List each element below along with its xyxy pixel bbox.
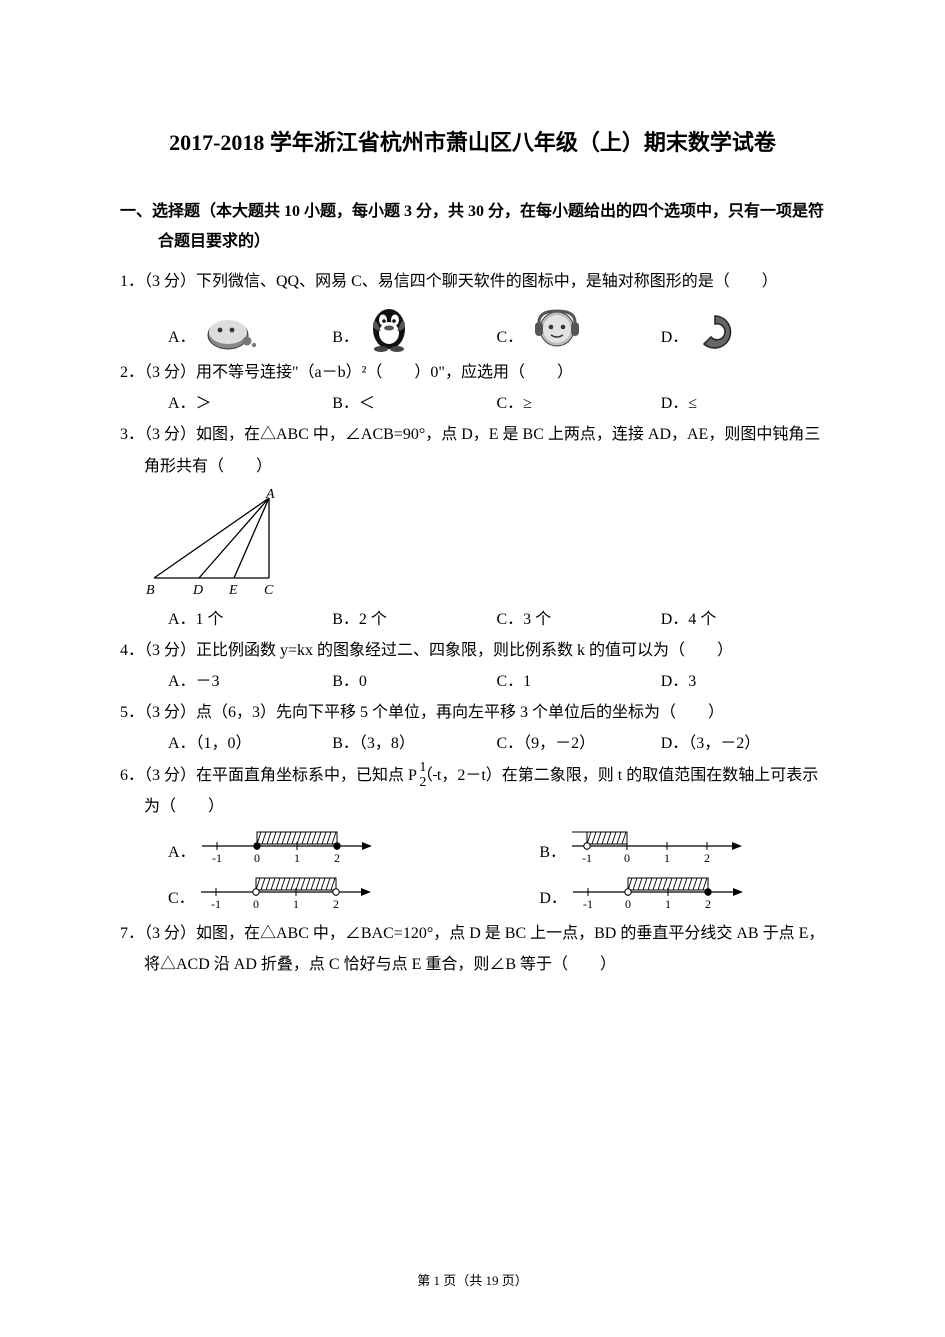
- q3-c: C．3 个: [497, 604, 552, 635]
- q2-a: A．＞: [168, 388, 212, 419]
- q4-a: A．－3: [168, 666, 220, 697]
- q4-b: B．0: [332, 666, 367, 697]
- svg-text:2: 2: [334, 851, 340, 865]
- q5-c: C．（9，－2）: [497, 728, 596, 759]
- label-A: A: [265, 488, 275, 502]
- svg-text:-1: -1: [211, 897, 221, 911]
- q3-d: D．4 个: [661, 604, 717, 635]
- numberline-a: -1 0 1 2: [202, 826, 372, 868]
- page-root: 2017-2018 学年浙江省杭州市萧山区八年级（上）期末数学试卷 一、选择题（…: [0, 0, 945, 1337]
- numberline-c: -1 0 1 2: [201, 872, 371, 914]
- svg-text:0: 0: [624, 851, 630, 865]
- q1-b-label: B．: [332, 322, 359, 353]
- q1-c-label: C．: [497, 322, 524, 353]
- q1-options: A． B．: [120, 303, 825, 353]
- exam-title: 2017-2018 学年浙江省杭州市萧山区八年级（上）期末数学试卷: [120, 125, 825, 157]
- page-footer: 第 1 页（共 19 页）: [0, 1270, 945, 1289]
- q6-row2: C． -1 0 1 2 D． -1 0 1 2: [120, 872, 825, 914]
- q2-stem: 2．（3 分）用不等号连接"（a－b）²（ ）0"，应选用（ ）: [120, 357, 825, 388]
- numberline-d: -1 0 1 2: [573, 872, 743, 914]
- label-B: B: [146, 583, 155, 598]
- label-E: E: [228, 583, 238, 598]
- q5-stem: 5．（3 分）点（6，3）先向下平移 5 个单位，再向左平移 3 个单位后的坐标…: [120, 697, 825, 728]
- q5-d: D．（3，－2）: [661, 728, 761, 759]
- q3-diagram: A B D E C: [120, 488, 825, 598]
- q2-options: A．＞ B．＜ C．≥ D．≤: [120, 388, 825, 419]
- q5-options: A．（1，0） B．（3，8） C．（9，－2） D．（3，－2）: [120, 728, 825, 759]
- q6-b-label: B．: [539, 837, 566, 868]
- label-C: C: [264, 583, 274, 598]
- q5-b: B．（3，8）: [332, 728, 415, 759]
- q1-d-label: D．: [661, 322, 689, 353]
- q6-a-label: A．: [168, 837, 196, 868]
- label-D: D: [192, 583, 203, 598]
- q5-a: A．（1，0）: [168, 728, 252, 759]
- q4-d: D．3: [661, 666, 697, 697]
- q1-opt-d: D．: [661, 311, 825, 353]
- q3-stem: 3．（3 分）如图，在△ABC 中，∠ACB=90°，点 D，E 是 BC 上两…: [120, 419, 825, 481]
- q2-b: B．＜: [332, 388, 375, 419]
- q6-stem: 6．（3 分）在平面直角坐标系中，已知点 P（12t，2－t）在第二象限，则 t…: [120, 760, 825, 822]
- q1-stem: 1．（3 分）下列微信、QQ、网易 C、易信四个聊天软件的图标中，是轴对称图形的…: [120, 266, 825, 297]
- q4-c: C．1: [497, 666, 532, 697]
- q6-d-label: D．: [539, 883, 567, 914]
- qq-icon: [365, 303, 413, 353]
- numberline-b: -1 0 1 2: [572, 826, 742, 868]
- q2-c: C．≥: [497, 388, 532, 419]
- svg-text:2: 2: [333, 897, 339, 911]
- section-1-header: 一、选择题（本大题共 10 小题，每小题 3 分，共 30 分，在每小题给出的四…: [120, 197, 825, 258]
- svg-text:1: 1: [664, 851, 670, 865]
- q2-d: D．≤: [661, 388, 697, 419]
- svg-text:-1: -1: [583, 897, 593, 911]
- svg-text:1: 1: [294, 851, 300, 865]
- q4-options: A．－3 B．0 C．1 D．3: [120, 666, 825, 697]
- q1-a-label: A．: [168, 322, 196, 353]
- q7-stem: 7．（3 分）如图，在△ABC 中，∠BAC=120°，点 D 是 BC 上一点…: [120, 918, 825, 980]
- svg-text:-1: -1: [212, 851, 222, 865]
- q6-row1: A． -1 0 1 2 B． -1 0 1 2: [120, 826, 825, 868]
- q1-opt-a: A．: [168, 311, 332, 353]
- wechat-icon: [202, 311, 262, 353]
- svg-text:0: 0: [625, 897, 631, 911]
- q1-opt-c: C．: [497, 305, 661, 353]
- svg-text:2: 2: [705, 897, 711, 911]
- svg-text:0: 0: [254, 851, 260, 865]
- q3-options: A．1 个 B．2 个 C．3 个 D．4 个: [120, 604, 825, 635]
- svg-text:1: 1: [293, 897, 299, 911]
- svg-text:2: 2: [704, 851, 710, 865]
- q6-c-label: C．: [168, 883, 195, 914]
- q3-a: A．1 个: [168, 604, 224, 635]
- yixin-icon: [694, 311, 736, 353]
- netease-icon: [529, 305, 585, 353]
- triangle-diagram: A B D E C: [144, 488, 304, 598]
- q1-opt-b: B．: [332, 303, 496, 353]
- q6-stem-a: 6．（3 分）在平面直角坐标系中，已知点 P（: [120, 767, 433, 784]
- svg-text:-1: -1: [582, 851, 592, 865]
- q4-stem: 4．（3 分）正比例函数 y=kx 的图象经过二、四象限，则比例系数 k 的值可…: [120, 635, 825, 666]
- q3-b: B．2 个: [332, 604, 387, 635]
- svg-text:0: 0: [253, 897, 259, 911]
- svg-text:1: 1: [665, 897, 671, 911]
